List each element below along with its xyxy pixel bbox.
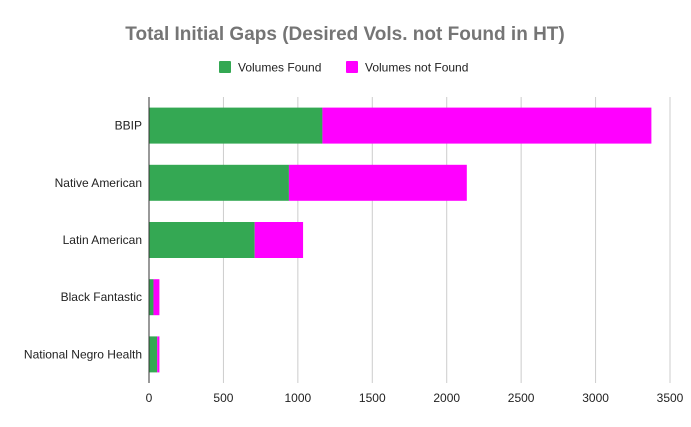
category-label: National Negro Health bbox=[24, 347, 142, 361]
category-label: BBIP bbox=[115, 119, 142, 133]
legend: Volumes Found Volumes not Found bbox=[219, 61, 468, 75]
bar-found-national-negro-health bbox=[149, 336, 158, 373]
x-tick-label: 3500 bbox=[657, 391, 684, 405]
bar-not-found-latin-american bbox=[254, 222, 304, 258]
bar-not-found-native-american bbox=[288, 164, 467, 201]
bars bbox=[149, 107, 652, 373]
axes: 0 500 1000 1500 2000 2500 3000 3500 BBIP Native A… bbox=[24, 97, 684, 405]
bar-not-found-black-fantastic bbox=[153, 279, 160, 316]
bar-not-found-bbip bbox=[322, 107, 652, 144]
x-tick-label: 1000 bbox=[285, 391, 312, 405]
bar-found-native-american bbox=[149, 164, 289, 201]
legend-label-not-found: Volumes not Found bbox=[365, 61, 468, 75]
x-tick-label: 0 bbox=[146, 391, 153, 405]
x-tick-label: 3000 bbox=[582, 391, 609, 405]
chart-title: Total Initial Gaps (Desired Vols. not Fo… bbox=[125, 24, 564, 45]
bar-not-found-national-negro-health bbox=[157, 336, 160, 373]
category-label: Latin American bbox=[63, 233, 142, 247]
grid-lines bbox=[222, 97, 671, 383]
legend-label-found: Volumes Found bbox=[238, 61, 321, 75]
bar-found-latin-american bbox=[149, 222, 255, 258]
x-tick-label: 2000 bbox=[433, 391, 460, 405]
bar-found-bbip bbox=[149, 107, 323, 144]
category-label: Native American bbox=[55, 176, 142, 190]
category-label: Black Fantastic bbox=[61, 290, 142, 304]
x-tick-label: 500 bbox=[213, 391, 233, 405]
bar-found-black-fantastic bbox=[149, 279, 154, 316]
x-tick-label: 2500 bbox=[508, 391, 535, 405]
x-tick-label: 1500 bbox=[359, 391, 386, 405]
legend-swatch-found bbox=[219, 61, 231, 73]
legend-swatch-not-found bbox=[346, 61, 358, 73]
